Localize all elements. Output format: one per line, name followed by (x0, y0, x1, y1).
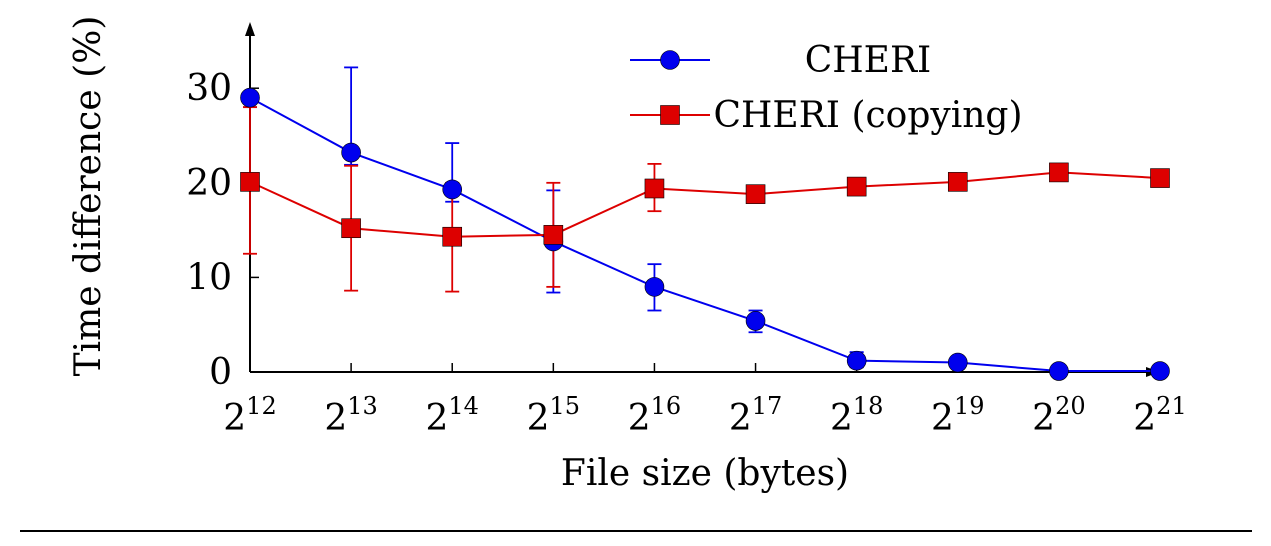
legend-marker (660, 105, 680, 125)
data-point (543, 225, 564, 245)
y-axis-arrow (245, 22, 255, 36)
x-tick-exponent: 16 (651, 392, 682, 420)
x-tick-base: 2 (628, 398, 651, 439)
x-tick-base: 2 (830, 398, 853, 439)
x-tick-exponent: 12 (246, 392, 277, 420)
x-tick-label: 220 (1032, 392, 1085, 439)
x-tick-label: 218 (830, 392, 883, 439)
legend-label: CHERI (805, 40, 932, 81)
x-tick-label: 219 (931, 392, 984, 439)
data-point (947, 352, 968, 373)
data-point (240, 87, 260, 108)
x-tick-label: 221 (1133, 392, 1186, 439)
series-markers (240, 87, 1170, 381)
x-axis-label: File size (bytes) (561, 453, 849, 494)
x-tick-label: 217 (729, 392, 782, 439)
x-tick-base: 2 (324, 398, 347, 439)
x-tick-base: 2 (527, 398, 550, 439)
axes (245, 22, 1161, 377)
y-tick-label: 30 (186, 68, 232, 109)
legend: CHERI CHERI (copying) (630, 40, 1023, 136)
x-tick-label: 212 (223, 392, 276, 439)
x-tick-exponent: 18 (853, 392, 884, 420)
data-point (341, 218, 361, 239)
data-point (442, 226, 463, 247)
x-tick-exponent: 17 (752, 392, 783, 420)
data-point (745, 184, 766, 204)
legend-label: CHERI (copying) (713, 95, 1022, 136)
data-point (1049, 162, 1069, 183)
data-point (644, 277, 665, 297)
x-tick-label: 214 (425, 392, 478, 439)
y-tick-label: 0 (209, 352, 232, 393)
x-tick-exponent: 14 (448, 392, 479, 420)
x-tick-exponent: 20 (1055, 392, 1086, 420)
series-lines (249, 96, 1161, 373)
data-point (1150, 168, 1170, 188)
data-point (1049, 361, 1069, 381)
x-tick-base: 2 (425, 398, 448, 439)
series-line-0 (249, 96, 1160, 373)
series-line-1 (249, 171, 1161, 238)
x-tick-base: 2 (1133, 398, 1156, 439)
x-tick-exponent: 15 (550, 392, 581, 420)
data-point (846, 350, 867, 371)
x-tick-exponent: 21 (1156, 392, 1187, 420)
x-tick-base: 2 (1032, 398, 1055, 439)
data-point (240, 172, 260, 192)
error-bars (243, 66, 1167, 373)
data-point (846, 176, 867, 197)
legend-marker (660, 50, 680, 70)
data-point (644, 178, 665, 199)
data-point (745, 311, 766, 331)
data-point (1150, 361, 1170, 381)
y-axis-label: Time difference (%) (68, 16, 109, 377)
x-tick-base: 2 (931, 398, 954, 439)
x-tick-base: 2 (729, 398, 752, 439)
data-point (442, 179, 463, 200)
data-point (947, 172, 968, 192)
x-tick-exponent: 13 (347, 392, 378, 420)
x-tick-label: 216 (628, 392, 681, 439)
data-point (341, 142, 361, 163)
x-tick-exponent: 19 (954, 392, 985, 420)
x-tick-label: 215 (527, 392, 580, 439)
x-tick-label: 213 (324, 392, 377, 439)
y-tick-label: 10 (186, 257, 232, 298)
y-tick-label: 20 (186, 163, 232, 204)
x-tick-base: 2 (223, 398, 246, 439)
